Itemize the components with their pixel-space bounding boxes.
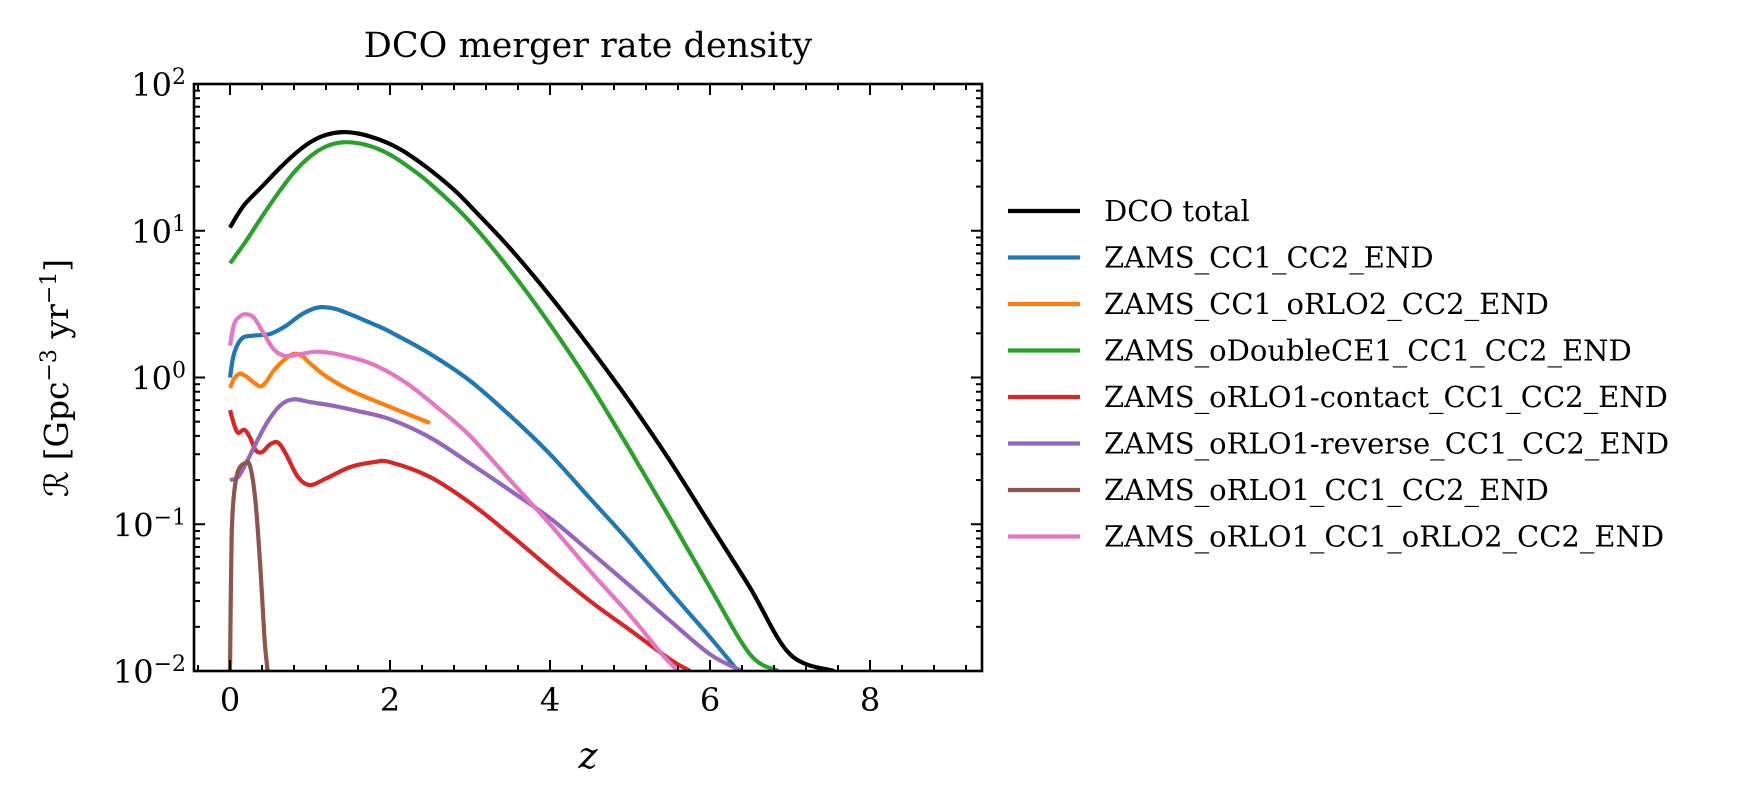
legend-label: ZAMS_oRLO1-contact_CC1_CC2_END — [1104, 380, 1668, 415]
chart-title: DCO merger rate density — [364, 26, 813, 66]
y-tick-label: 10−1 — [113, 505, 186, 545]
y-label-exp2: −1 — [37, 272, 62, 304]
y-tick-label: 102 — [131, 65, 186, 105]
series-line-1 — [227, 304, 740, 671]
series-line-3 — [228, 140, 780, 671]
series-line-6 — [227, 459, 270, 671]
legend-label: DCO total — [1104, 194, 1250, 228]
legend-label: ZAMS_CC1_CC2_END — [1104, 241, 1434, 276]
legend-entry: ZAMS_oRLO1-reverse_CC1_CC2_END — [1008, 427, 1669, 462]
y-label-suffix: ] — [37, 259, 76, 272]
x-axis-label: z — [578, 736, 599, 777]
y-tick-label: 101 — [131, 211, 186, 251]
series-line-2 — [228, 351, 431, 425]
series-line-5 — [229, 397, 743, 671]
legend-label: ZAMS_oDoubleCE1_CC1_CC2_END — [1104, 334, 1632, 369]
legend-entry: ZAMS_CC1_CC2_END — [1008, 241, 1434, 276]
legend-label: ZAMS_CC1_oRLO2_CC2_END — [1104, 287, 1549, 322]
y-label-exp1: −3 — [37, 349, 62, 381]
x-tick-label: 8 — [860, 681, 880, 719]
x-tick-label: 2 — [380, 681, 400, 719]
legend-entry: ZAMS_oDoubleCE1_CC1_CC2_END — [1008, 334, 1632, 369]
ticks-layer: 0 2 4 6 8 10−2 10−1 100 101 102 — [113, 65, 982, 719]
series-line-0 — [228, 129, 835, 671]
x-tick-label: 4 — [540, 681, 560, 719]
legend-entry: DCO total — [1008, 194, 1250, 228]
series-line-4 — [227, 409, 692, 671]
legend-entry: ZAMS_CC1_oRLO2_CC2_END — [1008, 287, 1549, 322]
series-layer — [227, 129, 835, 671]
legend-entry: ZAMS_oRLO1-contact_CC1_CC2_END — [1008, 380, 1668, 415]
y-label-prefix: ℛ [Gpc — [37, 382, 76, 498]
legend-entry: ZAMS_oRLO1_CC1_oRLO2_CC2_END — [1008, 520, 1664, 555]
x-tick-label: 0 — [220, 681, 240, 719]
legend: DCO total ZAMS_CC1_CC2_END ZAMS_CC1_oRLO2_… — [1008, 194, 1669, 555]
y-tick-label: 10−2 — [113, 652, 186, 692]
legend-label: ZAMS_oRLO1_CC1_CC2_END — [1104, 473, 1549, 508]
y-axis-label: ℛ [Gpc−3 yr−1] — [37, 259, 77, 497]
legend-label: ZAMS_oRLO1_CC1_oRLO2_CC2_END — [1104, 520, 1664, 555]
y-label-mid: yr — [37, 304, 76, 349]
legend-entry: ZAMS_oRLO1_CC1_CC2_END — [1008, 473, 1549, 508]
series-line-7 — [227, 312, 680, 671]
legend-label: ZAMS_oRLO1-reverse_CC1_CC2_END — [1104, 427, 1669, 462]
x-tick-label: 6 — [700, 681, 720, 719]
y-tick-label: 100 — [131, 358, 186, 398]
